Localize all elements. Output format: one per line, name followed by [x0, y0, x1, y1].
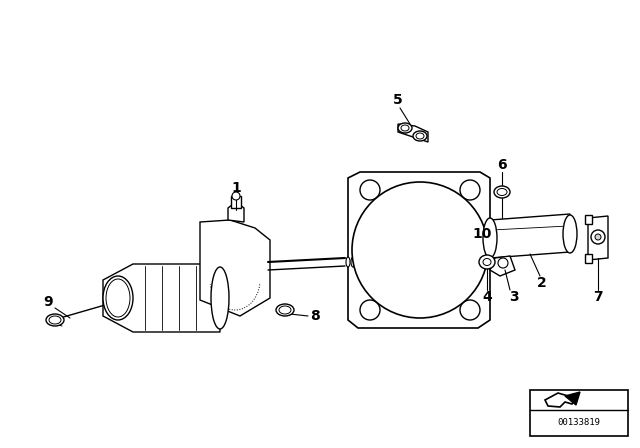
- Polygon shape: [585, 215, 592, 224]
- Circle shape: [460, 180, 480, 200]
- Polygon shape: [490, 256, 515, 276]
- Ellipse shape: [416, 133, 424, 139]
- Ellipse shape: [211, 267, 229, 329]
- Polygon shape: [490, 214, 570, 258]
- Text: 9: 9: [43, 295, 53, 309]
- Circle shape: [352, 182, 488, 318]
- Ellipse shape: [359, 256, 365, 268]
- Circle shape: [498, 258, 508, 268]
- Polygon shape: [565, 392, 580, 405]
- Circle shape: [360, 300, 380, 320]
- Text: 1: 1: [231, 181, 241, 195]
- Ellipse shape: [46, 314, 64, 326]
- Ellipse shape: [494, 186, 510, 198]
- Text: 5: 5: [393, 93, 403, 107]
- Polygon shape: [588, 216, 608, 260]
- Text: 7: 7: [593, 290, 603, 304]
- Ellipse shape: [398, 123, 412, 133]
- Ellipse shape: [356, 257, 360, 267]
- Ellipse shape: [483, 218, 497, 258]
- Polygon shape: [398, 124, 428, 142]
- Text: 2: 2: [537, 276, 547, 290]
- Ellipse shape: [103, 276, 133, 320]
- Ellipse shape: [401, 125, 409, 131]
- Circle shape: [595, 234, 601, 240]
- Polygon shape: [545, 393, 575, 407]
- Polygon shape: [200, 220, 270, 316]
- Ellipse shape: [276, 304, 294, 316]
- Ellipse shape: [346, 257, 350, 267]
- Ellipse shape: [479, 255, 495, 269]
- Polygon shape: [348, 172, 490, 328]
- Text: 00133819: 00133819: [557, 418, 600, 426]
- Text: 10: 10: [472, 227, 492, 241]
- Circle shape: [460, 300, 480, 320]
- Bar: [231, 196, 241, 208]
- Ellipse shape: [563, 215, 577, 253]
- Circle shape: [360, 180, 380, 200]
- Ellipse shape: [351, 257, 355, 267]
- Circle shape: [591, 230, 605, 244]
- Text: 4: 4: [482, 290, 492, 304]
- Ellipse shape: [49, 316, 61, 324]
- Ellipse shape: [279, 306, 291, 314]
- Text: 8: 8: [310, 309, 320, 323]
- Polygon shape: [228, 202, 244, 222]
- Ellipse shape: [483, 258, 491, 266]
- Polygon shape: [585, 254, 592, 263]
- Ellipse shape: [497, 189, 507, 195]
- Ellipse shape: [413, 131, 427, 141]
- Bar: [530, 390, 628, 436]
- Circle shape: [232, 192, 240, 200]
- Text: 6: 6: [497, 158, 507, 172]
- Text: 3: 3: [509, 290, 519, 304]
- Polygon shape: [103, 264, 220, 332]
